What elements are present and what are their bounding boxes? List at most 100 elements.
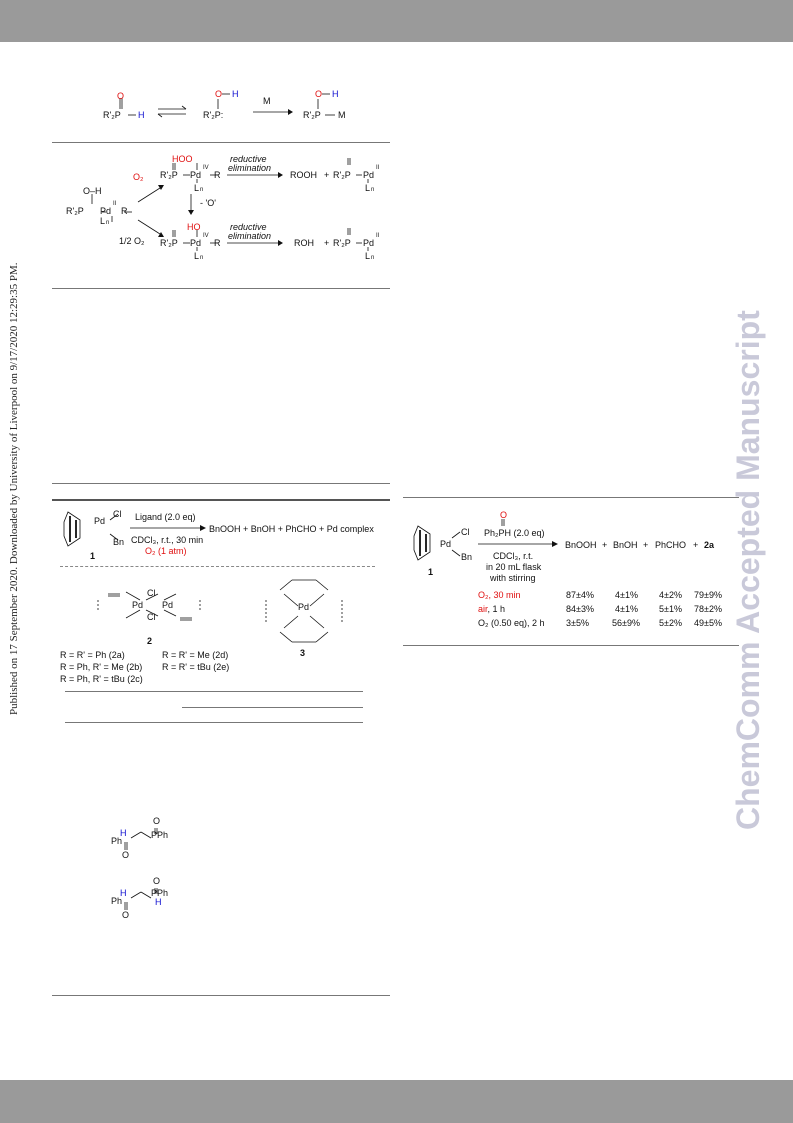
dimer-2-structure <box>97 591 201 621</box>
rule-left-table-top-thin <box>52 483 390 484</box>
top-int-r: R <box>214 170 221 180</box>
right-plus-2: + <box>643 540 649 550</box>
left-complex-pd: Pd <box>94 516 106 526</box>
rule-left-table-2 <box>182 707 363 708</box>
top-product-pd: Pd <box>363 170 375 180</box>
bottom-product-phosphorus: R'₂P <box>333 238 351 248</box>
half-o2-label: 1/2 O₂ <box>119 236 145 246</box>
start-phosphorus: R'₂P <box>66 206 84 216</box>
ligand1-h: H <box>120 828 127 838</box>
right-product-bnoh: BnOH <box>613 540 638 550</box>
ligand1-o-bottom: O <box>122 850 130 860</box>
rule-left-table-top-thick <box>52 499 390 501</box>
right-complex-pd: Pd <box>440 539 452 549</box>
re-label-top-2: elimination <box>228 163 272 173</box>
right-compound-1-label: 1 <box>428 567 434 577</box>
bottom-int-pd-oxidation: IV <box>203 233 209 239</box>
top-int-ln: L <box>194 183 200 193</box>
right-reagent-double-bond <box>501 519 505 526</box>
bottom-int-pd: Pd <box>190 238 202 248</box>
tautomer-scheme <box>119 93 335 118</box>
bottom-int-r: R <box>214 238 221 248</box>
row1-condition: O₂, 30 min <box>478 590 521 600</box>
rule-left-bottom <box>52 995 390 996</box>
right-conditions-2: in 20 mL flask <box>486 562 542 572</box>
ligand-structures <box>124 828 158 910</box>
bottom-int-ln-n: n <box>200 255 204 261</box>
row3-bnoh: 56±9% <box>612 618 640 628</box>
bottom-int-phosphorus: R'₂P <box>160 238 178 248</box>
product-rooh: ROOH <box>290 170 317 180</box>
compound-1-label: 1 <box>90 551 96 561</box>
left-complex-cl: Cl <box>113 509 122 519</box>
loss-o-label: - 'O' <box>200 198 216 208</box>
taut-right-hydrogen: H <box>332 89 339 99</box>
right-product-phcho: PhCHO <box>655 540 687 550</box>
row1-bnooh: 87±4% <box>566 590 594 600</box>
taut-arrow-label: M <box>263 96 271 106</box>
top-product-phosphorus: R'₂P <box>333 170 351 180</box>
right-reaction-arrow <box>478 541 558 547</box>
row1-bnoh: 4±1% <box>615 590 638 600</box>
cod-pd-complex-right <box>413 525 461 561</box>
bottom-product-pd: Pd <box>363 238 375 248</box>
o2-label: O₂ <box>133 172 144 182</box>
re-label-bottom-1: reductive <box>230 222 267 232</box>
bottom-product-ln-n: n <box>371 255 375 261</box>
dimer-cl-bottom: Cl <box>147 612 156 622</box>
row2-phcho: 5±1% <box>659 604 682 614</box>
start-oh: O–H <box>83 186 102 196</box>
row2-bnoh: 4±1% <box>615 604 638 614</box>
right-reagent: Ph₂PH (2.0 eq) <box>484 528 545 538</box>
dimer-pd-right: Pd <box>162 600 174 610</box>
re-label-top-1: reductive <box>230 154 267 164</box>
start-ln: L <box>100 216 106 226</box>
accepted-manuscript-watermark: ChemComm Accepted Manuscript <box>730 310 766 830</box>
ligand-legend-2a: R = R' = Ph (2a) <box>60 650 125 660</box>
cod-pd-complex-left <box>63 511 119 547</box>
ligand1-ph: Ph <box>111 836 123 846</box>
bottom-int-ln: L <box>194 251 200 261</box>
right-conditions-1: CDCl₃, r.t. <box>493 551 534 561</box>
ligand2-ph: Ph <box>111 896 123 906</box>
row3-phcho: 5±2% <box>659 618 682 628</box>
top-int-ln-n: n <box>200 187 204 193</box>
dimer-cl-top: Cl <box>147 588 156 598</box>
header-band <box>0 0 793 42</box>
right-conditions-3: with stirring <box>490 573 536 583</box>
top-product-ln: L <box>365 183 371 193</box>
right-plus-1: + <box>602 540 608 550</box>
bottom-product-ln: L <box>365 251 371 261</box>
re-label-bottom-2: elimination <box>228 231 272 241</box>
right-reagent-oxygen: O <box>500 510 508 520</box>
ligand-legend-2e: R = R' = tBu (2e) <box>162 662 230 672</box>
start-pd: Pd <box>100 206 112 216</box>
row2-2a: 78±2% <box>694 604 722 614</box>
row2-condition: air, 1 h <box>478 604 506 614</box>
ligand1-pph: PPh <box>151 830 169 840</box>
complex-3-structure <box>265 579 343 643</box>
top-product-ln-n: n <box>371 187 375 193</box>
dimer-pd-left: Pd <box>132 600 144 610</box>
taut-left-oxygen: O <box>117 91 125 101</box>
rule-left-table-1 <box>65 691 363 692</box>
taut-left-phosphorus: R'₂P <box>103 110 121 120</box>
left-products: BnOOH + BnOH + PhCHO + Pd complex <box>209 524 374 534</box>
left-conditions-2: O₂ (1 atm) <box>145 546 187 556</box>
taut-left-hydrogen: H <box>138 110 145 120</box>
rule-left-dashed <box>60 566 375 567</box>
rule-right-top <box>403 497 739 498</box>
product-roh: ROH <box>294 238 314 248</box>
row2-bnooh: 84±3% <box>566 604 594 614</box>
plus-top: + <box>324 170 330 180</box>
top-product-pd-oxidation: II <box>376 165 380 171</box>
rule-left-table-3 <box>65 722 363 723</box>
left-complex-bn: Bn <box>113 537 125 547</box>
top-int-phosphorus: R'₂P <box>160 170 178 180</box>
row3-condition: O₂ (0.50 eq), 2 h <box>478 618 545 628</box>
rule-right-bottom <box>403 645 739 646</box>
top-int-oxo: HOO <box>172 154 193 164</box>
row3-bnooh: 3±5% <box>566 618 589 628</box>
row1-phcho: 4±2% <box>659 590 682 600</box>
taut-right-oxygen: O <box>315 89 323 99</box>
